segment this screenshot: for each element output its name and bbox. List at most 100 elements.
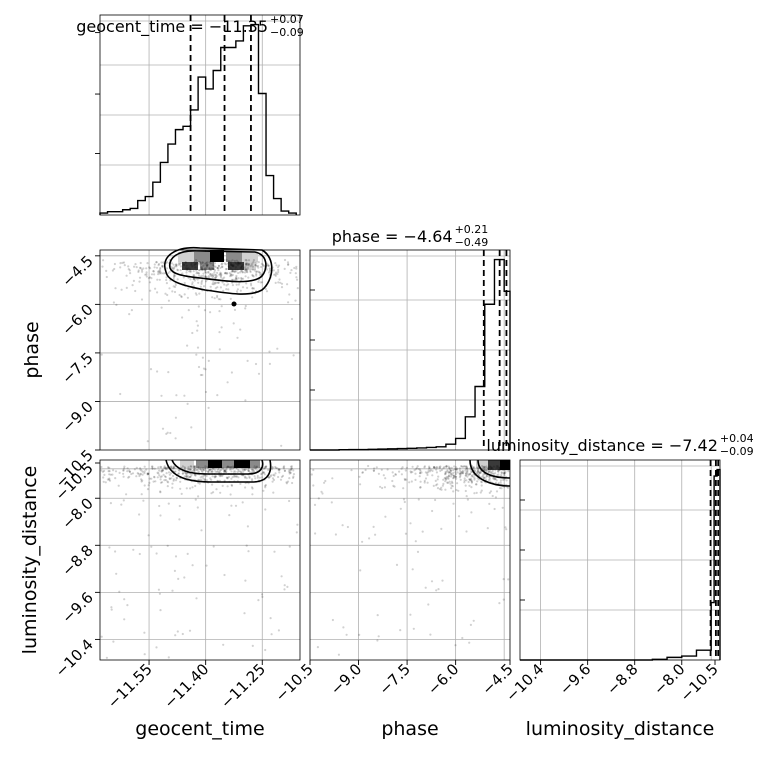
sample-point bbox=[242, 470, 245, 473]
sample-point bbox=[497, 470, 500, 473]
sample-point bbox=[162, 261, 165, 264]
sample-point bbox=[102, 476, 105, 479]
sample-point bbox=[232, 265, 235, 268]
sample-point bbox=[415, 466, 418, 469]
sample-point bbox=[157, 262, 161, 266]
sample-point bbox=[277, 475, 280, 479]
sample-point bbox=[204, 275, 207, 278]
sample-point bbox=[202, 274, 205, 278]
sample-point bbox=[128, 469, 131, 472]
sample-point bbox=[159, 481, 163, 484]
sample-point bbox=[274, 274, 277, 277]
sample-point bbox=[158, 504, 161, 508]
ytick-label-phase: −4.5 bbox=[58, 252, 96, 290]
sample-point bbox=[120, 503, 123, 506]
sample-point bbox=[476, 470, 479, 473]
sample-point bbox=[202, 469, 205, 472]
sample-point bbox=[205, 264, 208, 267]
sample-point bbox=[499, 465, 502, 468]
sample-point bbox=[255, 465, 258, 468]
sample-point bbox=[240, 265, 243, 268]
sample-point bbox=[241, 267, 244, 271]
sample-point bbox=[173, 290, 177, 294]
sample-point bbox=[210, 470, 213, 474]
sample-point bbox=[414, 468, 418, 471]
sample-point bbox=[211, 277, 214, 280]
sample-point bbox=[438, 466, 441, 469]
sample-point bbox=[194, 262, 198, 266]
sample-point bbox=[489, 471, 492, 474]
sample-point bbox=[471, 474, 474, 477]
sample-point bbox=[431, 509, 434, 513]
sample-point bbox=[231, 475, 234, 479]
sample-point bbox=[139, 472, 142, 475]
sample-point bbox=[153, 263, 156, 266]
sample-point bbox=[283, 469, 286, 472]
sample-point bbox=[251, 274, 254, 277]
sample-point bbox=[253, 470, 256, 473]
sample-point bbox=[200, 478, 203, 481]
sample-point bbox=[253, 475, 256, 478]
sample-point bbox=[128, 470, 131, 473]
sample-point bbox=[185, 474, 188, 477]
sample-point bbox=[233, 270, 236, 273]
sample-point bbox=[108, 473, 111, 476]
sample-point bbox=[280, 282, 284, 285]
sample-point bbox=[194, 498, 197, 501]
sample-point bbox=[250, 264, 253, 267]
sample-point bbox=[286, 283, 289, 286]
sample-point bbox=[419, 480, 422, 483]
sample-point bbox=[159, 475, 162, 479]
sample-point bbox=[153, 475, 156, 478]
sample-point bbox=[213, 273, 217, 276]
sample-point bbox=[168, 270, 171, 273]
sample-point bbox=[219, 271, 222, 274]
sample-point bbox=[127, 265, 130, 268]
sample-point bbox=[292, 473, 296, 476]
sample-point bbox=[451, 485, 454, 488]
sample-point bbox=[290, 467, 293, 470]
sample-point bbox=[244, 275, 247, 278]
sample-point bbox=[233, 466, 236, 469]
sample-point bbox=[217, 264, 220, 267]
sample-point bbox=[246, 266, 249, 270]
sample-point bbox=[314, 532, 317, 535]
sample-point bbox=[263, 473, 266, 476]
sample-point bbox=[289, 271, 292, 274]
sample-point bbox=[199, 467, 202, 470]
sample-point bbox=[498, 602, 501, 605]
xtick-label-phase: −10.5 bbox=[272, 660, 317, 705]
sample-point bbox=[140, 298, 144, 301]
sample-point bbox=[224, 469, 227, 472]
sample-point bbox=[214, 466, 218, 469]
sample-point bbox=[234, 261, 237, 264]
sample-point bbox=[503, 474, 506, 477]
sample-point bbox=[141, 479, 144, 482]
sample-point bbox=[260, 476, 263, 479]
sample-point bbox=[475, 472, 478, 475]
sample-point bbox=[507, 466, 511, 469]
sample-point bbox=[250, 284, 253, 287]
sample-point bbox=[195, 259, 198, 262]
sample-point bbox=[450, 487, 453, 490]
sample-point bbox=[201, 356, 204, 359]
sample-point bbox=[245, 262, 248, 265]
sample-point bbox=[401, 466, 404, 469]
yaxis-label-luminosity_distance: luminosity_distance bbox=[19, 466, 41, 655]
sample-point bbox=[216, 294, 219, 297]
sample-point bbox=[184, 261, 187, 264]
sample-point bbox=[245, 468, 248, 471]
sample-point bbox=[221, 266, 224, 269]
sample-point bbox=[214, 470, 217, 473]
sample-point bbox=[251, 287, 254, 290]
sample-point bbox=[488, 476, 491, 479]
sample-point bbox=[250, 478, 254, 481]
sample-point bbox=[461, 472, 465, 475]
sample-point bbox=[275, 271, 278, 274]
sample-point bbox=[454, 468, 457, 471]
sample-point bbox=[470, 481, 473, 484]
sample-point bbox=[400, 467, 403, 470]
sample-point bbox=[286, 480, 290, 483]
sample-point bbox=[448, 470, 451, 474]
sample-point bbox=[150, 273, 154, 276]
